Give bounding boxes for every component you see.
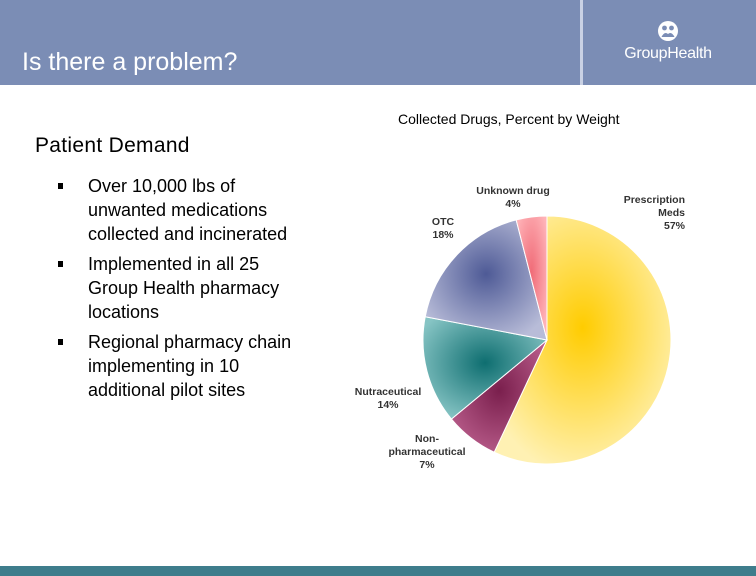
bullet-item: Over 10,000 lbs of unwanted medications … (52, 174, 312, 246)
header-divider (580, 0, 583, 85)
pie-chart: Prescription Meds 57% Non-pharmaceutical 7% N… (355, 185, 686, 471)
pie-labels: Prescription Meds 57% Non-pharmaceutical 7% N… (355, 185, 686, 471)
pie-slice-label: OTC 18% (432, 216, 455, 241)
footer-bar (0, 566, 756, 576)
pie-slice (515, 215, 548, 341)
bullet-text: Regional pharmacy chain implementing in … (88, 332, 292, 400)
bullet-list: Over 10,000 lbs of unwanted medications … (52, 174, 312, 408)
group-health-logo-icon (658, 21, 678, 41)
pie-slice-label: Non-pharmaceutical 7% (388, 433, 465, 471)
square-bullet-icon (58, 261, 63, 267)
section-heading: Patient Demand (35, 134, 190, 157)
pie-slice-label: Nutraceutical 14% (355, 386, 422, 411)
pie-slice (424, 219, 548, 341)
bullet-text: Implemented in all 25 Group Health pharm… (88, 254, 280, 322)
bullet-text: Over 10,000 lbs of unwanted medications … (88, 176, 288, 244)
slide-header: Is there a problem? GroupHealth (0, 0, 756, 85)
pie-slice (493, 215, 672, 465)
square-bullet-icon (58, 183, 63, 189)
chart-title: Collected Drugs, Percent by Weight (398, 111, 620, 127)
slide-title: Is there a problem? (22, 48, 238, 76)
group-health-logo: GroupHealth (616, 20, 720, 68)
square-bullet-icon (58, 339, 63, 345)
pie-slices (422, 215, 672, 465)
group-health-logo-text: GroupHealth (624, 45, 712, 62)
pie-slice (422, 316, 549, 420)
pie-slice-label: Unknown drug 4% (476, 185, 550, 210)
pie-slice-label: Prescription Meds 57% (624, 194, 686, 232)
bullet-item: Implemented in all 25 Group Health pharm… (52, 252, 312, 324)
bullet-item: Regional pharmacy chain implementing in … (52, 330, 312, 402)
